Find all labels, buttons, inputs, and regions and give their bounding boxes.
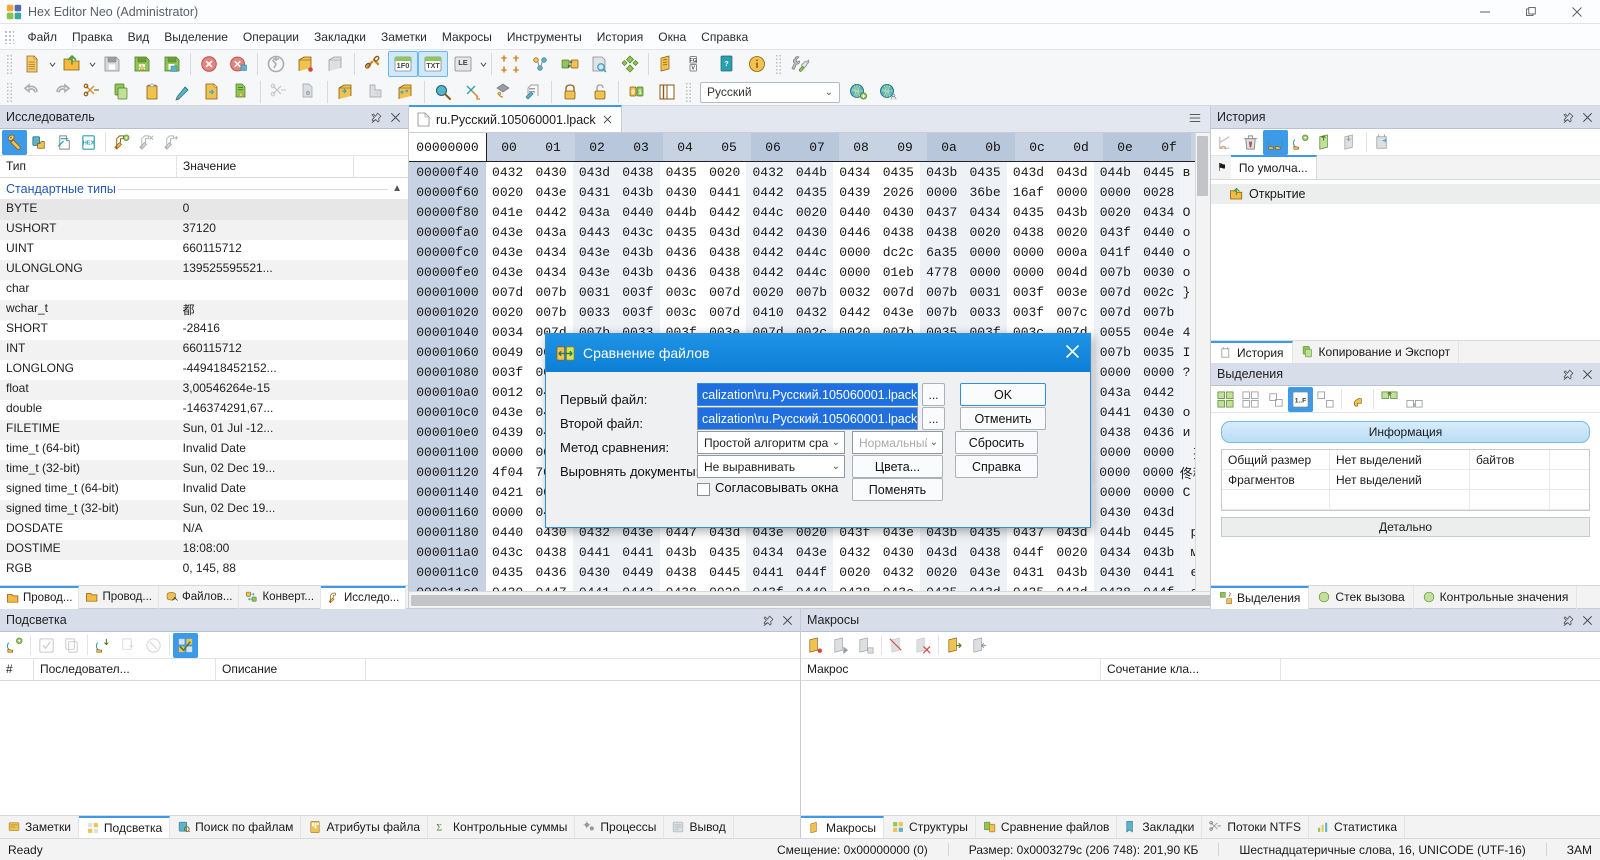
svg-text:FG: FG xyxy=(690,58,697,64)
svg-text:1..F: 1..F xyxy=(1295,397,1306,404)
svg-text:V: V xyxy=(691,66,695,72)
svg-text:?: ? xyxy=(724,61,728,68)
svg-text:LE: LE xyxy=(458,58,468,67)
svg-text:Σ: Σ xyxy=(436,823,442,834)
svg-text:1F0: 1F0 xyxy=(397,61,410,70)
svg-text:TXT: TXT xyxy=(426,63,440,70)
svg-text:HEX: HEX xyxy=(83,140,95,146)
